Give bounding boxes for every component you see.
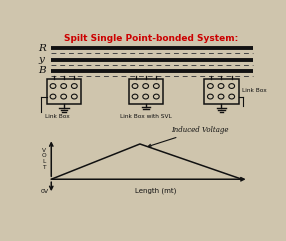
Text: Link Box with SVL: Link Box with SVL (120, 114, 172, 119)
Bar (204, 79, 239, 104)
Text: Link Box: Link Box (45, 114, 69, 119)
Text: 0V: 0V (41, 189, 49, 194)
Text: Length (mt): Length (mt) (135, 187, 176, 194)
Text: Spilt Single Point-bonded System:: Spilt Single Point-bonded System: (64, 33, 238, 43)
Bar (47, 79, 81, 104)
Bar (129, 79, 163, 104)
Text: B: B (38, 66, 45, 75)
Text: Induced Voltage: Induced Voltage (148, 126, 229, 147)
Text: Link Box: Link Box (242, 88, 267, 93)
Text: V
O
L
T: V O L T (41, 148, 46, 170)
Text: y: y (38, 55, 44, 64)
Text: R: R (38, 44, 46, 53)
